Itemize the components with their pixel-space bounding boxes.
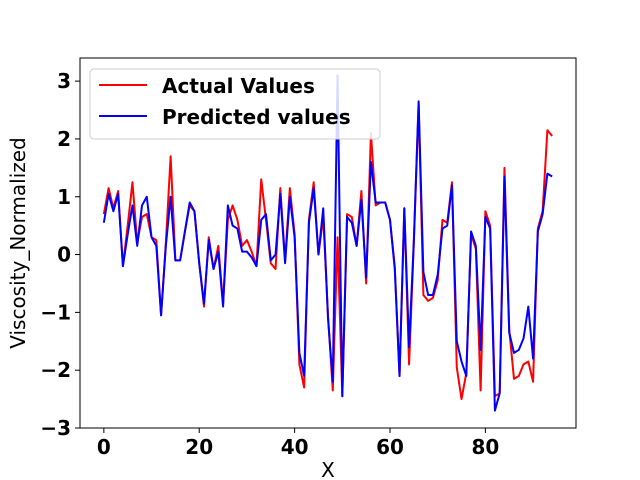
x-tick-label: 60 bbox=[376, 435, 404, 459]
x-axis-label: X bbox=[321, 458, 335, 480]
series-line-predicted-values bbox=[102, 74, 553, 412]
legend-label-actual-values: Actual Values bbox=[162, 74, 315, 98]
legend-box bbox=[89, 68, 381, 140]
y-tick-label: −1 bbox=[40, 300, 71, 324]
x-tick-label: 80 bbox=[471, 435, 499, 459]
y-tick-label: 2 bbox=[57, 127, 71, 151]
x-axis: 0 20 40 60 80 bbox=[97, 428, 499, 459]
y-tick-label: 1 bbox=[57, 185, 71, 209]
legend-label-predicted-values: Predicted values bbox=[162, 105, 351, 129]
plot-frame bbox=[79, 57, 577, 429]
y-tick-label: 3 bbox=[57, 69, 71, 93]
y-axis-label: Viscosity_Normalized bbox=[6, 137, 30, 349]
y-tick-label: −3 bbox=[40, 416, 71, 440]
y-axis: −3 −2 −1 0 1 2 3 bbox=[40, 69, 80, 440]
x-tick-label: 20 bbox=[185, 435, 213, 459]
y-tick-label: 0 bbox=[57, 243, 71, 267]
legend: Actual Values Predicted values bbox=[89, 68, 381, 140]
y-tick-label: −2 bbox=[40, 358, 71, 382]
x-tick-label: 40 bbox=[281, 435, 309, 459]
series-layer bbox=[102, 74, 553, 412]
x-tick-label: 0 bbox=[97, 435, 111, 459]
